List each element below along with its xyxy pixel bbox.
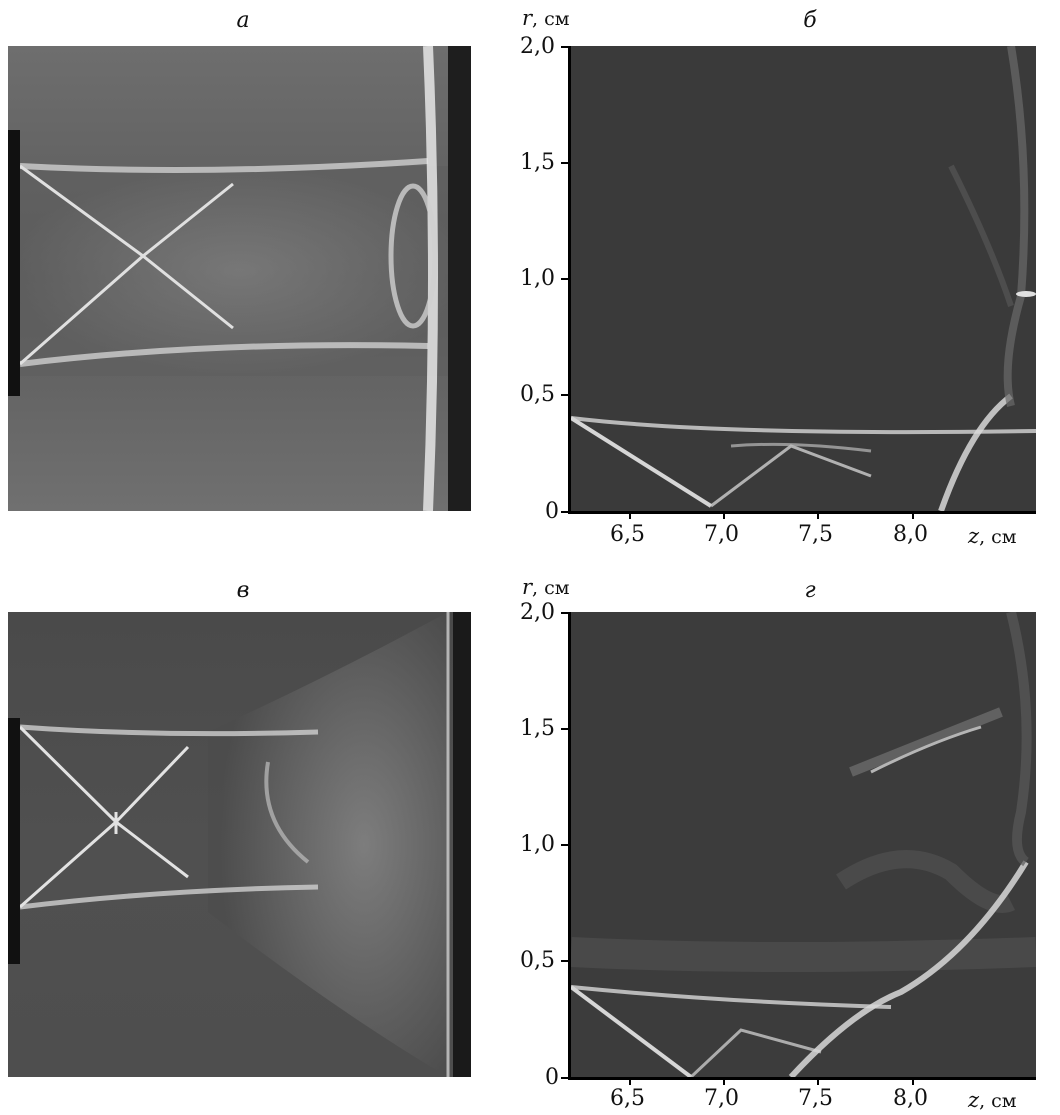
schlieren-image-a xyxy=(8,46,471,511)
r-unit-bottom: , см xyxy=(532,577,570,599)
x-tick-d-70 xyxy=(723,1077,725,1085)
r-var-top: r xyxy=(522,6,533,30)
z-unit-b: , см xyxy=(979,526,1017,548)
y-tick-label-d-05: 0,5 xyxy=(520,948,555,973)
panel-label-d: г xyxy=(804,578,816,603)
y-axis-d xyxy=(568,612,571,1080)
r-var-bottom: r xyxy=(522,575,533,599)
r-axis-title-bottom: r, см xyxy=(522,575,570,599)
z-axis-title-b: z, см xyxy=(968,524,1017,548)
r-axis-title-top: r, см xyxy=(522,6,570,30)
z-unit-d: , см xyxy=(979,1090,1017,1112)
x-tick-label-b-80: 8,0 xyxy=(893,522,928,547)
panel-label-a: а xyxy=(236,8,250,33)
x-axis-b xyxy=(568,511,1036,514)
y-tick-label-d-15: 1,5 xyxy=(520,716,555,741)
simulation-plot-d xyxy=(571,612,1036,1077)
x-tick-b-65 xyxy=(629,511,631,519)
simulation-image-b xyxy=(571,46,1036,511)
y-tick-label-b-15: 1,5 xyxy=(520,150,555,175)
schlieren-image-c xyxy=(8,612,471,1077)
r-unit-top: , см xyxy=(532,8,570,30)
y-tick-b-05 xyxy=(561,394,569,396)
y-tick-label-b-0: 0 xyxy=(545,499,559,524)
simulation-image-d xyxy=(571,612,1036,1077)
y-tick-label-d-1: 1,0 xyxy=(520,832,555,857)
schlieren-photo-a xyxy=(8,46,471,511)
panel-label-c: в xyxy=(236,578,250,603)
x-tick-label-b-75: 7,5 xyxy=(798,522,833,547)
x-tick-b-80 xyxy=(912,511,914,519)
y-tick-label-b-05: 0,5 xyxy=(520,382,555,407)
y-tick-d-1 xyxy=(561,844,569,846)
y-tick-label-d-0: 0 xyxy=(545,1065,559,1090)
x-tick-label-b-65: 6,5 xyxy=(610,522,645,547)
x-tick-d-65 xyxy=(629,1077,631,1085)
y-tick-d-15 xyxy=(561,728,569,730)
y-tick-d-2 xyxy=(561,612,569,614)
x-tick-label-d-80: 8,0 xyxy=(893,1086,928,1111)
x-tick-label-d-75: 7,5 xyxy=(798,1086,833,1111)
x-tick-b-70 xyxy=(723,511,725,519)
y-tick-b-15 xyxy=(561,162,569,164)
y-tick-d-05 xyxy=(561,960,569,962)
y-tick-b-1 xyxy=(561,278,569,280)
y-tick-label-b-2: 2,0 xyxy=(520,34,555,59)
schlieren-photo-c xyxy=(8,612,471,1077)
x-tick-label-d-65: 6,5 xyxy=(610,1086,645,1111)
y-axis-b xyxy=(568,46,571,514)
z-var-b: z xyxy=(968,524,980,548)
z-var-d: z xyxy=(968,1088,980,1112)
y-tick-b-0 xyxy=(561,511,569,513)
x-tick-d-80 xyxy=(912,1077,914,1085)
x-tick-label-b-70: 7,0 xyxy=(704,522,739,547)
simulation-plot-b xyxy=(571,46,1036,511)
panel-label-b: б xyxy=(803,8,817,33)
y-tick-label-d-2: 2,0 xyxy=(520,600,555,625)
x-tick-b-75 xyxy=(817,511,819,519)
x-axis-d xyxy=(568,1077,1036,1080)
x-tick-label-d-70: 7,0 xyxy=(704,1086,739,1111)
y-tick-b-2 xyxy=(561,46,569,48)
x-tick-d-75 xyxy=(817,1077,819,1085)
y-tick-label-b-1: 1,0 xyxy=(520,266,555,291)
z-axis-title-d: z, см xyxy=(968,1088,1017,1112)
y-tick-d-0 xyxy=(561,1077,569,1079)
